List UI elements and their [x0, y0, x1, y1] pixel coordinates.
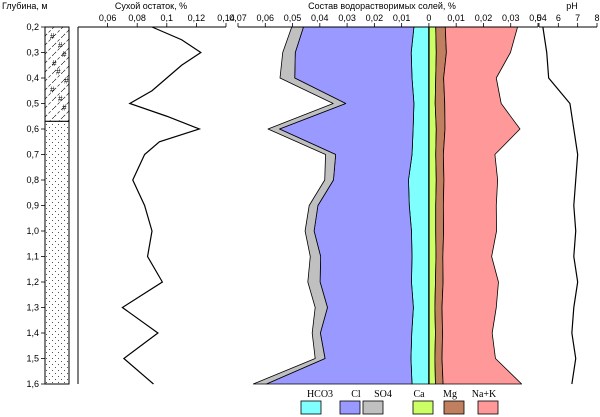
lithology-hash-symbol: #: [50, 86, 55, 95]
legend-swatch: [362, 400, 384, 415]
lithology-hash-symbol: #: [62, 50, 67, 59]
depth-tick-label: 1,3: [26, 303, 39, 313]
salts-legend: HCO3 Cl SO4 Ca Mg Na+K: [300, 389, 499, 415]
x-tick-label: 0,02: [366, 13, 384, 23]
x-tick-label: 0,03: [338, 13, 356, 23]
x-tick-label: 0,08: [128, 13, 146, 23]
x-tick-label: 0,12: [188, 13, 206, 23]
x-tick-label: 0,1: [161, 13, 174, 23]
lithology-hash-symbol: #: [58, 41, 63, 50]
depth-tick-label: 0,8: [26, 175, 39, 185]
legend-swatch: [300, 400, 322, 415]
lithology-hash-symbol: #: [56, 68, 61, 77]
lithology-hash-symbol: #: [62, 103, 67, 112]
depth-tick-label: 0,6: [26, 124, 39, 134]
x-tick-label: 0,04: [311, 13, 329, 23]
salts-title: Состав водорастворимых солей, %: [308, 1, 456, 11]
x-tick-label: 0,05: [284, 13, 302, 23]
dry-residue-x-axis: 0,06 0,08 0,1 0,12 0,14: [77, 13, 235, 384]
lithology-hash-symbol: #: [64, 77, 69, 86]
legend-swatch: [412, 400, 434, 415]
legend-label: Cl: [351, 389, 361, 400]
salts-areas: [252, 26, 523, 385]
depth-tick-label: 0,7: [26, 150, 39, 160]
dry-residue-series-line: [121, 26, 202, 385]
lithology-hash-symbol: #: [58, 94, 63, 103]
ph-line: [542, 26, 579, 385]
x-tick-label: 7: [575, 13, 580, 23]
legend-label: Ca: [413, 389, 425, 400]
dry-residue-panel: Сухой остаток, % 0,06 0,08 0,1 0,12 0,14: [77, 1, 235, 385]
salts-x-axis: 0,07 0,06 0,05 0,04 0,03 0,02 0,01 0 0,01 0,02 0,0…: [229, 13, 547, 384]
ph-series-line: [542, 26, 579, 385]
x-tick-label: 0: [426, 13, 431, 23]
lithology-layers: #########: [44, 26, 70, 385]
x-tick-label: 5: [536, 13, 541, 23]
depth-tick-label: 1,4: [26, 328, 39, 338]
x-tick-label: 0,02: [475, 13, 493, 23]
depth-ticks: 0,2 0,3 0,4 0,5 0,6 0,7 0,8 0,9 1,0 1,1 1,2 1,3 1,4 1…: [26, 22, 46, 389]
x-tick-label: 0,06: [99, 13, 117, 23]
lithology-panel: Глубина, м ######### 0,20,30,40,50,60,70…: [2, 1, 70, 389]
depth-tick-label: 1,2: [26, 277, 39, 287]
x-tick-label: 0,14: [217, 13, 235, 23]
x-tick-label: 0,01: [393, 13, 411, 23]
depth-tick-label: 1,6: [26, 379, 39, 389]
depth-tick-label: 1,0: [26, 226, 39, 236]
legend-swatch: [339, 400, 361, 415]
legend-label: Mg: [443, 389, 457, 400]
lithology-layer-pattern-1: [45, 27, 69, 122]
x-tick-label: 0,06: [257, 13, 275, 23]
depth-tick-label: 0,3: [26, 48, 39, 58]
depth-tick-label: 1,5: [26, 354, 39, 364]
dry-residue-line: [121, 26, 202, 385]
depth-axis-label: Глубина, м: [2, 1, 48, 11]
salt-area-so4: [252, 26, 347, 385]
depth-tick-label: 0,4: [26, 73, 39, 83]
legend-label: Na+K: [472, 389, 497, 400]
legend-swatch: [443, 400, 465, 415]
salts-panel: Состав водорастворимых солей, % 0,07 0,06…: [229, 1, 547, 415]
x-tick-label: 6: [556, 13, 561, 23]
legend-label: HCO3: [307, 389, 333, 400]
salt-area-na-k: [441, 26, 523, 385]
ph-title: pH: [566, 1, 578, 11]
depth-tick-label: 0,2: [26, 22, 39, 32]
ph-panel: pH 5 6 7 8: [536, 1, 600, 385]
depth-tick-label: 1,1: [26, 252, 39, 262]
x-tick-label: 8: [594, 13, 599, 23]
ph-x-axis: 5 6 7 8: [536, 13, 600, 28]
depth-tick-label: 0,5: [26, 99, 39, 109]
x-tick-label: 0,04: [529, 13, 547, 23]
dry-residue-title: Сухой остаток, %: [115, 1, 187, 11]
legend-swatch: [477, 400, 499, 415]
x-tick-label: 0,03: [502, 13, 520, 23]
legend-label: SO4: [374, 389, 392, 400]
x-tick-label: 0,07: [229, 13, 247, 23]
x-tick-label: 0,01: [447, 13, 465, 23]
lithology-hash-symbol: #: [50, 32, 55, 41]
lithology-layer-pattern-2: [45, 121, 69, 384]
depth-tick-label: 0,9: [26, 201, 39, 211]
lithology-hash-symbol: #: [52, 59, 57, 68]
